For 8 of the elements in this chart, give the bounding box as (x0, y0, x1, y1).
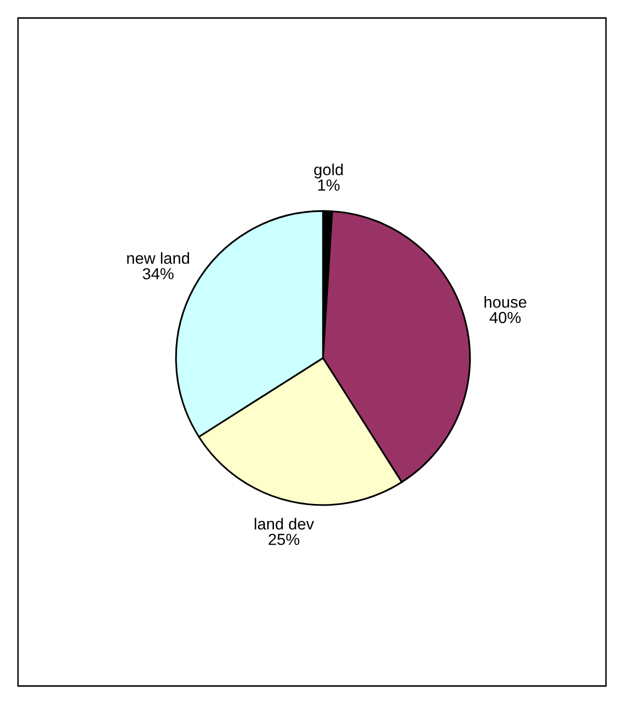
slice-label: land dev (254, 518, 314, 530)
data-label: 40% (490, 312, 521, 324)
data-label: 34% (142, 268, 174, 280)
slice-label: new land (127, 252, 190, 264)
data-label: 1% (318, 180, 340, 191)
slice-label: gold (314, 164, 343, 178)
data-label: 25% (268, 534, 300, 546)
slice-label: house (484, 296, 526, 308)
